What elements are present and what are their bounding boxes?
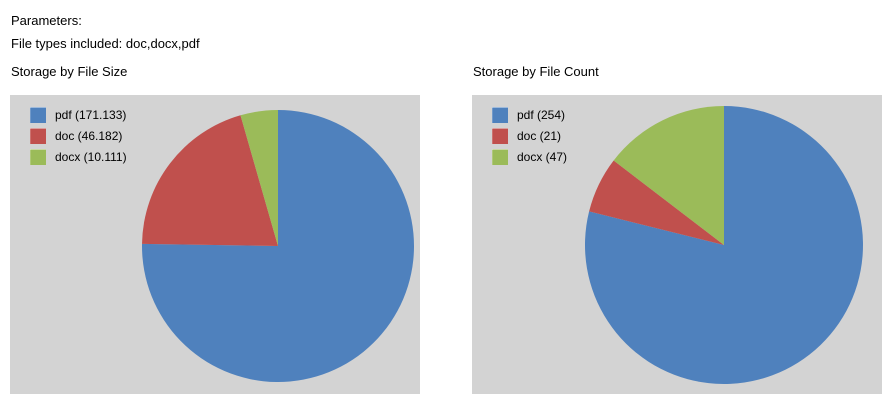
chart-title-file-size: Storage by File Size (11, 64, 128, 79)
legend-swatch-docx (30, 148, 46, 165)
chart-title-file-count: Storage by File Count (473, 64, 599, 79)
pie-slice-doc (142, 115, 278, 246)
parameters-label: Parameters: (11, 13, 82, 28)
legend-item-docx: docx (47) (492, 146, 567, 167)
legend-swatch-pdf (30, 106, 46, 123)
legend-file-size: pdf (171.133) doc (46.182) docx (10.111) (30, 104, 127, 167)
legend-item-pdf: pdf (171.133) (30, 104, 127, 125)
pie-chart-file-count: pdf (254) doc (21) docx (47) (472, 95, 882, 394)
legend-swatch-docx (492, 148, 508, 165)
legend-label-doc: doc (21) (517, 128, 562, 143)
legend-label-docx: docx (10.111) (55, 149, 127, 164)
pie-slice-pdf (584, 106, 863, 384)
legend-item-doc: doc (21) (492, 125, 567, 146)
pie-slice-pdf (142, 110, 415, 382)
legend-file-count: pdf (254) doc (21) docx (47) (492, 104, 567, 167)
legend-item-pdf: pdf (254) (492, 104, 567, 125)
pie-svg-file-count (584, 106, 863, 384)
pie-slice-doc (589, 160, 724, 245)
report-header: Parameters: File types included: doc,doc… (11, 13, 200, 51)
legend-item-doc: doc (46.182) (30, 125, 127, 146)
legend-label-pdf: pdf (171.133) (55, 107, 127, 122)
legend-swatch-doc (492, 127, 508, 144)
chart-storage-by-file-size: Storage by File Size pdf (171.133) doc (4… (10, 64, 420, 394)
pie-slice-docx (240, 110, 278, 246)
legend-label-pdf: pdf (254) (517, 107, 566, 122)
legend-swatch-doc (30, 127, 46, 144)
legend-label-docx: docx (47) (517, 149, 568, 164)
pie-slice-docx (613, 106, 724, 245)
file-types-line: File types included: doc,docx,pdf (11, 36, 200, 51)
legend-item-docx: docx (10.111) (30, 146, 127, 167)
pie-svg-file-size (142, 110, 415, 382)
chart-storage-by-file-count: Storage by File Count pdf (254) doc (21) d… (472, 64, 882, 394)
pie-chart-file-size: pdf (171.133) doc (46.182) docx (10.111) (10, 95, 420, 394)
legend-swatch-pdf (492, 106, 508, 123)
legend-label-doc: doc (46.182) (55, 128, 123, 143)
